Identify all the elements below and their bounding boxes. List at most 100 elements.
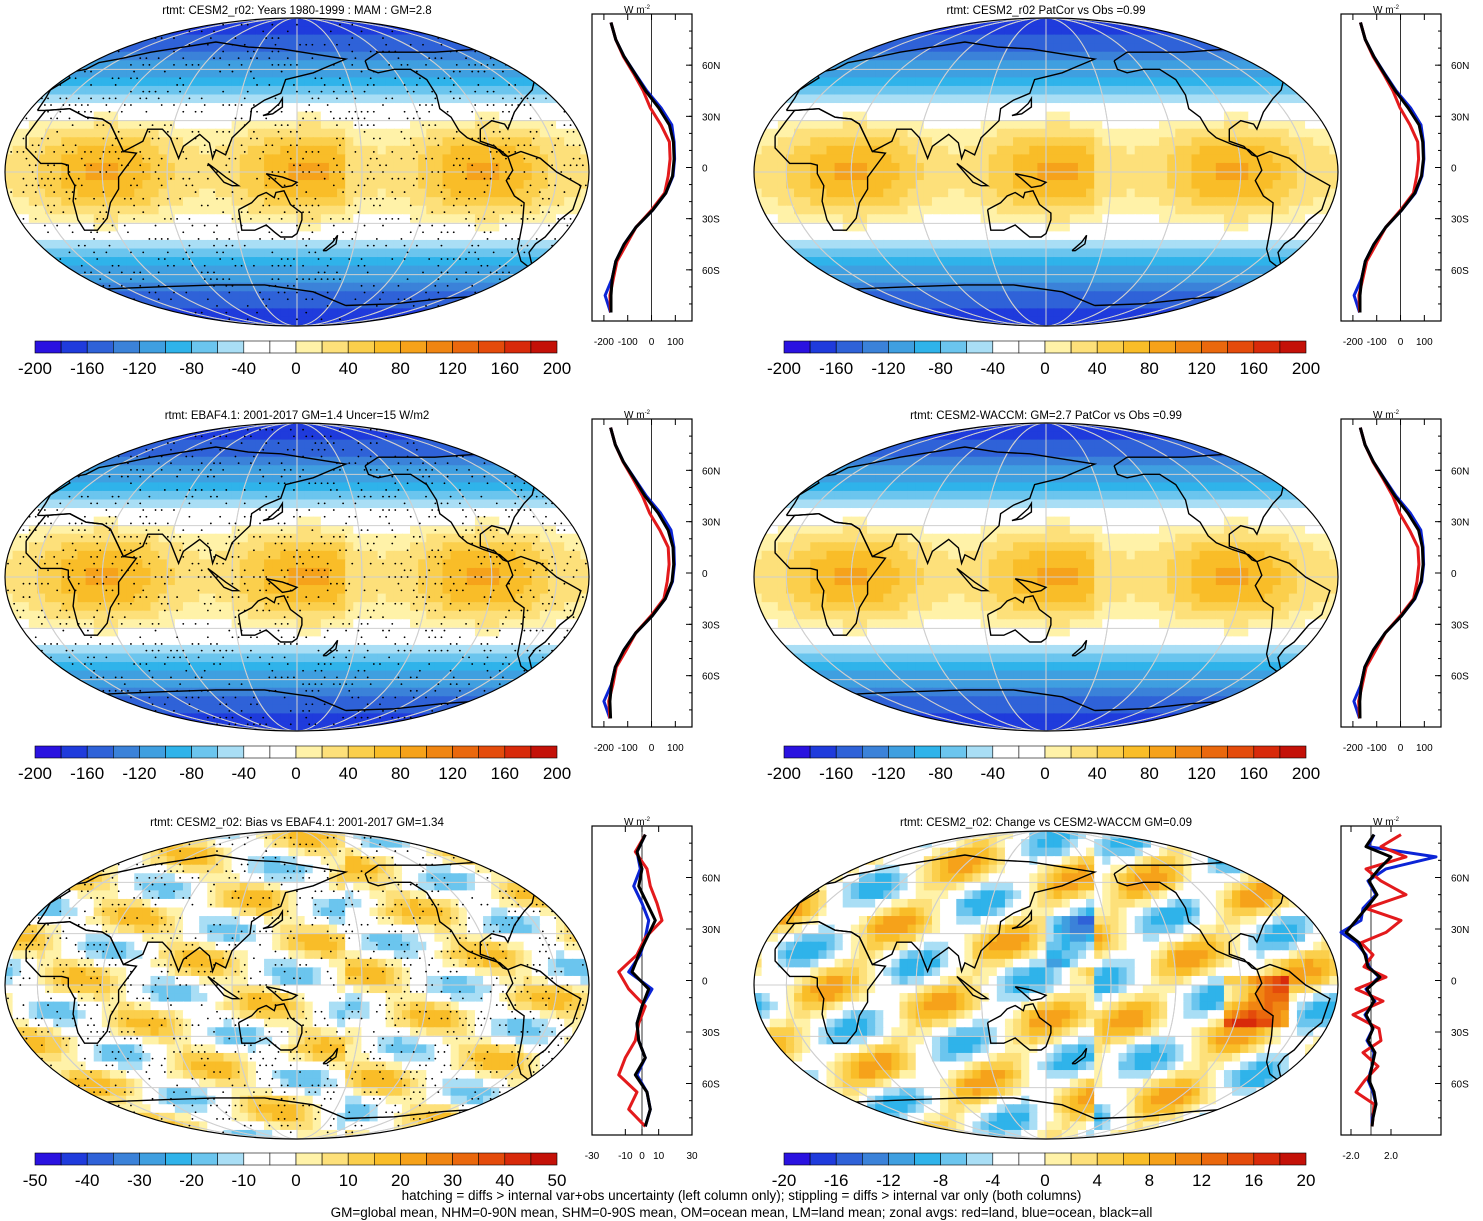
- map-cell: [401, 68, 412, 79]
- map-cell: [377, 214, 387, 224]
- map-cell: [20, 128, 30, 139]
- map-cell: [361, 222, 371, 233]
- map-cell: [12, 222, 22, 233]
- map-cell: [426, 171, 436, 182]
- map-cell: [45, 282, 55, 293]
- stipple-dot: [80, 264, 83, 267]
- map-cell: [166, 171, 176, 182]
- map-cell: [93, 34, 103, 45]
- stipple-dot: [535, 238, 538, 240]
- stipple-dot: [228, 278, 231, 281]
- stipple-dot: [157, 137, 160, 140]
- map-cell: [1004, 34, 1015, 45]
- map-cell: [1256, 111, 1266, 122]
- stipple-dot: [471, 70, 474, 73]
- map-cell: [36, 68, 47, 79]
- map-cell: [377, 128, 387, 139]
- map-cell: [101, 308, 111, 318]
- map-cell: [1013, 18, 1023, 28]
- stipple-dot: [231, 191, 234, 193]
- map-cell: [401, 197, 412, 207]
- map-cell: [1321, 26, 1331, 36]
- map-cell: [36, 265, 47, 276]
- map-cell: [834, 85, 844, 96]
- stipple-dot: [406, 318, 409, 321]
- map-cell: [126, 34, 136, 45]
- stipple-dot: [363, 184, 366, 187]
- map-cell: [109, 154, 120, 164]
- stipple-dot: [535, 130, 538, 133]
- stipple-dot: [468, 211, 470, 214]
- map-cell: [556, 291, 566, 301]
- map-cell: [980, 51, 990, 62]
- map-cell: [980, 94, 990, 105]
- map-cell: [118, 282, 128, 293]
- stipple-dot: [382, 291, 384, 294]
- map-cell: [572, 257, 582, 267]
- map-cell: [418, 239, 428, 250]
- map-cell: [507, 34, 517, 45]
- map-cell: [1134, 34, 1144, 45]
- map-cell: [401, 137, 412, 147]
- stipple-dot: [283, 211, 286, 214]
- map-cell: [118, 51, 128, 62]
- map-cell: [174, 154, 184, 164]
- map-cell: [988, 34, 998, 45]
- map-cell: [20, 137, 30, 147]
- map-cell: [77, 85, 87, 96]
- map-cell: [85, 197, 95, 207]
- map-cell: [1150, 43, 1161, 53]
- map-cell: [280, 94, 290, 105]
- stipple-dot: [566, 318, 569, 321]
- map-cell: [272, 205, 282, 216]
- map-cell: [393, 128, 403, 139]
- map-cell: [442, 77, 452, 87]
- map-cell: [20, 316, 30, 326]
- map-cell: [272, 197, 282, 207]
- map-cell: [215, 162, 225, 173]
- stipple-dot: [259, 157, 261, 160]
- map-cell: [842, 51, 852, 62]
- map-cell: [320, 77, 330, 87]
- map-cell: [239, 137, 249, 147]
- map-cell: [142, 231, 152, 241]
- stipple-dot: [139, 97, 142, 100]
- map-cell: [118, 239, 128, 250]
- map-cell: [312, 205, 322, 216]
- map-cell: [948, 77, 958, 87]
- map-cell: [466, 145, 476, 156]
- map-cell: [369, 77, 379, 87]
- map-cell: [483, 265, 493, 276]
- map-cell: [499, 188, 509, 199]
- map-cell: [1126, 26, 1136, 36]
- map-cell: [53, 222, 63, 233]
- stipple-dot: [283, 184, 286, 187]
- map-cell: [818, 51, 828, 62]
- map-cell: [77, 26, 87, 36]
- map-cell: [434, 94, 444, 105]
- stipple-dot: [486, 264, 489, 267]
- map-cell: [1053, 18, 1063, 28]
- stipple-dot: [578, 50, 581, 53]
- map-cell: [1053, 51, 1063, 62]
- stipple-dot: [203, 264, 206, 267]
- stipple-dot: [222, 211, 225, 214]
- stipple-dot: [206, 298, 209, 301]
- map-cell: [255, 299, 266, 310]
- stipple-dot: [197, 238, 200, 240]
- stipple-dot: [28, 43, 31, 46]
- map-cell: [401, 299, 412, 310]
- map-cell: [1296, 18, 1307, 28]
- map-cell: [956, 43, 966, 53]
- map-cell: [215, 68, 225, 79]
- map-cell: [875, 120, 885, 130]
- map-cell: [223, 120, 233, 130]
- map-cell: [93, 18, 103, 28]
- stipple-dot: [299, 164, 301, 167]
- map-cell: [474, 257, 485, 267]
- map-cell: [77, 171, 87, 182]
- stipple-dot: [108, 271, 111, 274]
- stipple-dot: [578, 238, 581, 240]
- map-cell: [564, 282, 574, 293]
- map-cell: [272, 137, 282, 147]
